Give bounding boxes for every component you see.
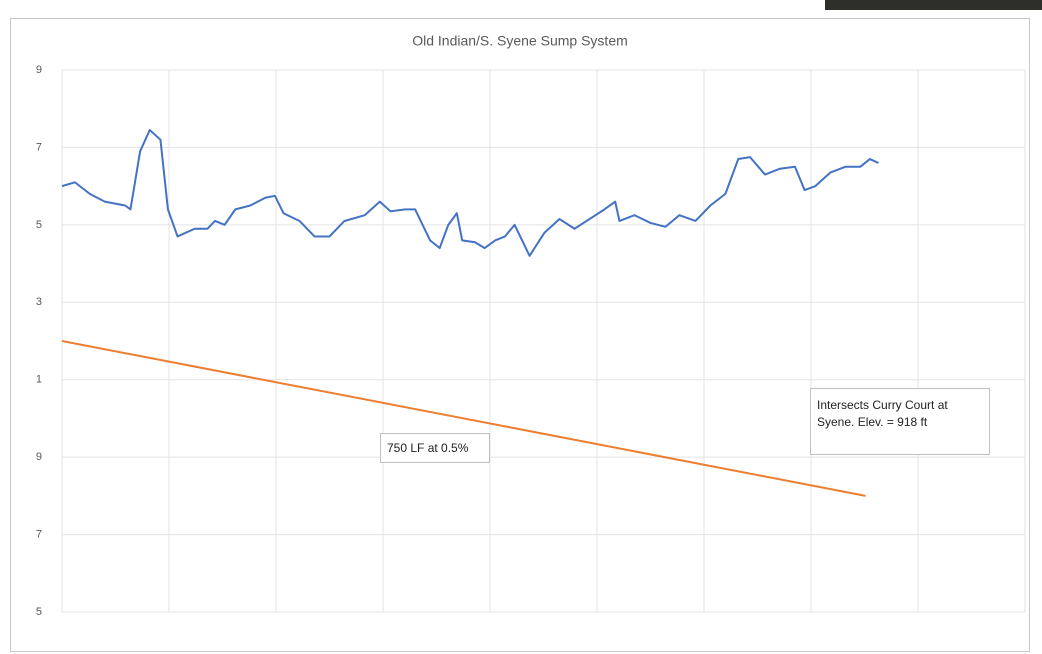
y-tick-label: 9: [36, 64, 42, 76]
data-line: [61, 340, 866, 497]
annotation: 750 LF at 0.5%: [380, 433, 490, 463]
chart-title: Old Indian/S. Syene Sump System: [412, 33, 628, 49]
y-tick-label: 9: [36, 451, 42, 463]
annotation: Intersects Curry Court at Syene. Elev. =…: [810, 388, 990, 455]
y-tick-label: 7: [36, 141, 42, 153]
y-tick-label: 5: [36, 219, 42, 231]
y-tick-label: 1: [36, 374, 42, 386]
photo-corner: [825, 0, 1042, 10]
chart-frame: [10, 18, 1030, 652]
y-tick-label: 7: [36, 528, 42, 540]
data-line: [61, 129, 879, 257]
y-tick-label: 5: [36, 606, 42, 618]
y-tick-label: 3: [36, 296, 42, 308]
